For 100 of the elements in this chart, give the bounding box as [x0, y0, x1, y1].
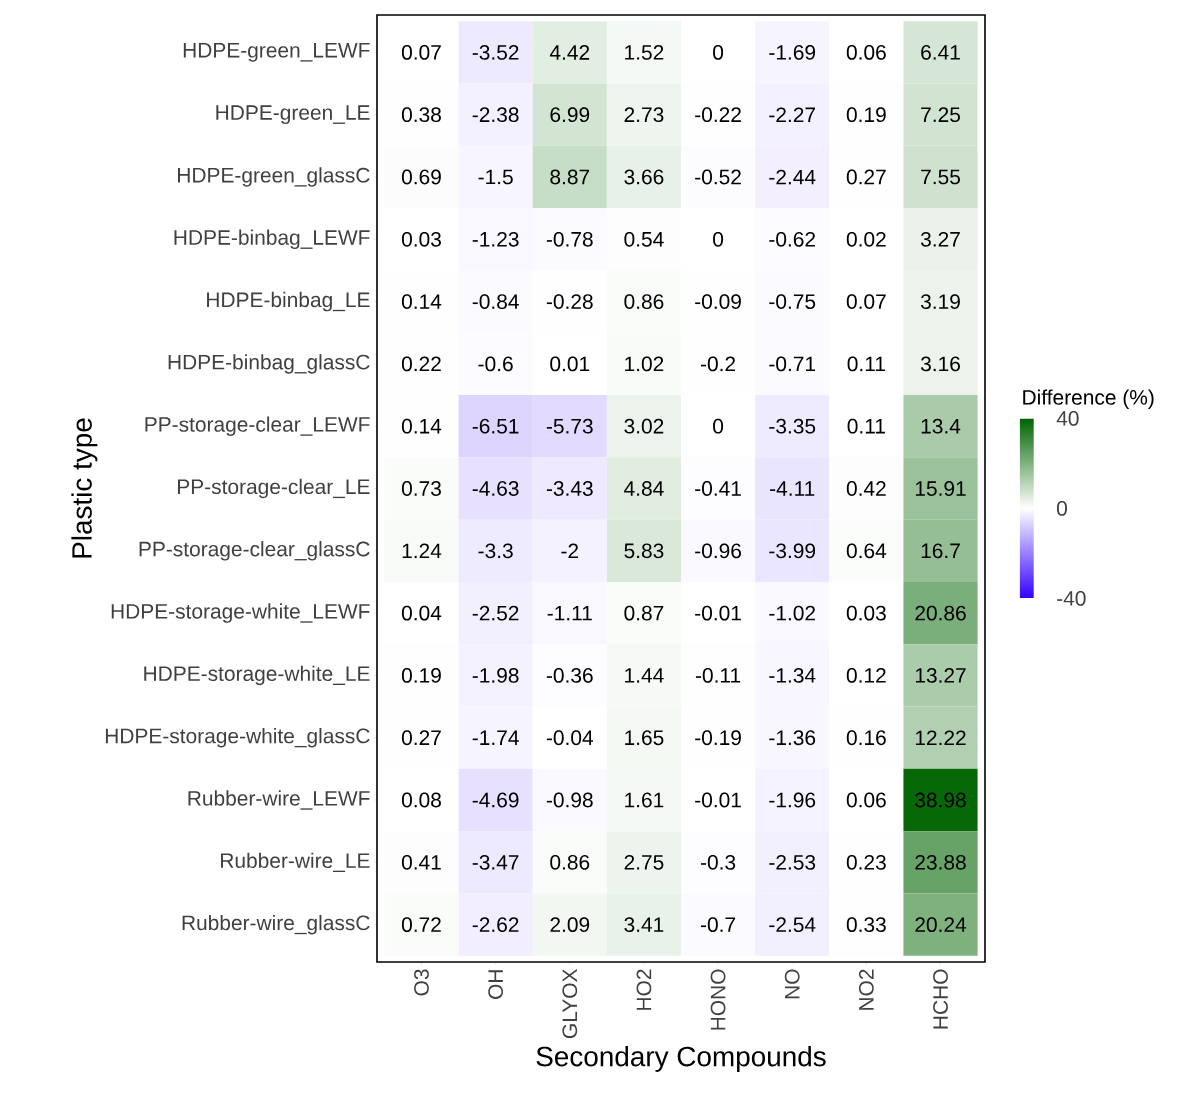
- data-label: 0.86: [624, 294, 664, 309]
- data-label: 0.42: [846, 481, 886, 496]
- data-label: -2.44: [769, 169, 816, 185]
- data-label: 0: [713, 418, 724, 434]
- data-label: 1.52: [625, 44, 664, 60]
- data-label: 0: [713, 44, 724, 60]
- y-tick-label: PP-storage-clear_LEWF: [145, 416, 370, 436]
- data-label: -6.51: [472, 418, 519, 434]
- data-label: -1.74: [472, 730, 519, 745]
- y-tick-label: HDPE-storage-white_LE: [144, 665, 370, 686]
- color-bar-label: 40: [1056, 411, 1079, 426]
- data-label: 0.14: [401, 418, 442, 434]
- data-label: -1.98: [472, 668, 519, 683]
- data-label: 3.27: [920, 231, 960, 247]
- data-label: 0.11: [847, 356, 885, 372]
- data-label: 7.25: [921, 107, 960, 123]
- data-label: 6.41: [921, 44, 960, 60]
- y-tick-label: HDPE-green_glassC: [178, 167, 370, 187]
- data-label: -0.7: [700, 917, 736, 933]
- y-tick-label: HDPE-storage-white_LEWF: [111, 603, 370, 623]
- data-label: -3.47: [472, 854, 519, 870]
- data-label: 23.88: [915, 854, 966, 870]
- data-label: 8.87: [550, 169, 590, 185]
- data-label: 20.86: [915, 605, 966, 621]
- y-tick-label: HDPE-storage-white_glassC: [105, 727, 370, 748]
- data-label: 0.23: [846, 854, 886, 870]
- data-label: 0.06: [846, 44, 886, 60]
- data-label: -0.19: [695, 730, 741, 746]
- data-label: 0.86: [550, 854, 590, 870]
- x-tick-label: NO: [784, 969, 800, 999]
- data-label: 0.07: [401, 44, 441, 60]
- data-label: -0.2: [700, 356, 736, 372]
- x-tick-label: HCHO: [933, 969, 948, 1029]
- data-label: 0.27: [401, 730, 441, 746]
- data-label: -0.62: [769, 231, 815, 247]
- y-tick-label: HDPE-green_LE: [216, 105, 370, 125]
- y-tick-label: HDPE-binbag_LE: [207, 291, 370, 312]
- y-tick-label: Rubber-wire_glassC: [182, 914, 370, 935]
- data-label: 7.55: [921, 169, 960, 185]
- data-label: -0.98: [546, 792, 593, 808]
- data-label: 0.33: [846, 917, 886, 933]
- data-label: 0.03: [846, 605, 886, 621]
- y-tick-label: HDPE-binbag_glassC: [168, 354, 370, 374]
- data-label: 0.01: [550, 356, 590, 372]
- data-label: 0.19: [401, 668, 441, 683]
- color-bar-label: -40: [1057, 590, 1086, 606]
- data-label: -1.02: [769, 605, 815, 621]
- data-label: 12.22: [915, 730, 966, 746]
- color-bar-title: Difference (%): [1023, 389, 1154, 409]
- x-tick-label: OH: [488, 970, 504, 999]
- x-tick-label: HONO: [710, 969, 726, 1030]
- x-tick-label: O3: [414, 969, 429, 996]
- data-label: 1.65: [625, 730, 664, 746]
- data-label: -0.04: [546, 730, 593, 746]
- data-label: 3.41: [624, 917, 664, 933]
- y-tick-label: PP-storage-clear_LE: [178, 478, 370, 499]
- data-label: 0.11: [847, 418, 885, 434]
- data-label: 13.4: [921, 418, 961, 434]
- data-label: -0.09: [695, 294, 741, 309]
- data-label: -0.3: [700, 854, 736, 870]
- data-label: -2.53: [769, 854, 816, 870]
- data-label: 0.69: [401, 169, 441, 185]
- data-label: 13.27: [915, 668, 966, 683]
- y-tick-label: HDPE-binbag_LEWF: [174, 229, 370, 250]
- y-tick-label: Rubber-wire_LE: [221, 852, 370, 872]
- data-label: 4.42: [549, 45, 590, 60]
- data-label: -1.11: [547, 605, 592, 621]
- data-label: -4.63: [472, 481, 519, 496]
- data-label: 0.14: [401, 294, 442, 309]
- data-label: -2.27: [769, 107, 815, 122]
- data-label: -0.96: [695, 543, 741, 559]
- data-label: 0.04: [401, 605, 442, 621]
- data-label: -0.01: [695, 792, 741, 808]
- data-label: -2: [561, 543, 579, 559]
- x-tick-label: HO2: [636, 969, 652, 1010]
- data-label: -0.75: [769, 294, 816, 309]
- data-label: 0.41: [401, 854, 441, 870]
- data-label: -1.34: [769, 668, 816, 683]
- data-label: -1.23: [472, 231, 519, 247]
- data-label: -1.5: [478, 169, 513, 185]
- data-label: 0.16: [846, 730, 886, 746]
- data-label: -0.22: [695, 107, 741, 123]
- data-label: -0.71: [769, 356, 816, 372]
- data-label: 0.03: [401, 231, 441, 247]
- data-label: -0.11: [695, 668, 741, 683]
- data-label: 0.07: [846, 294, 886, 309]
- data-label: 5.83: [624, 543, 664, 559]
- data-label: 0.27: [846, 169, 886, 185]
- data-label: 0.54: [624, 231, 664, 247]
- data-label: 0.06: [846, 792, 886, 808]
- data-label: 15.91: [915, 481, 966, 496]
- data-label: 0.38: [401, 107, 441, 123]
- data-label: -3.52: [472, 44, 519, 60]
- data-label: -0.52: [695, 169, 741, 185]
- data-label: 1.24: [402, 543, 442, 559]
- data-label: 0.02: [846, 231, 886, 247]
- data-label: -2.38: [472, 107, 519, 123]
- y-tick-label: HDPE-green_LEWF: [183, 43, 370, 62]
- x-tick-label: NO2: [858, 969, 874, 1010]
- data-label: 0.64: [846, 543, 887, 559]
